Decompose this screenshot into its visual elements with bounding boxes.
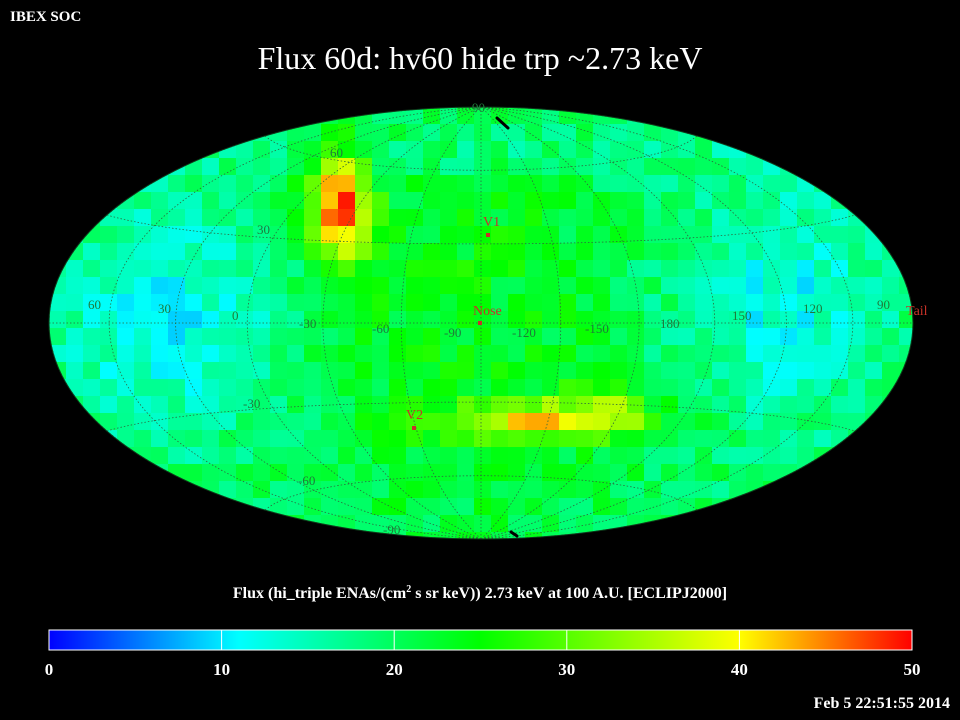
v2-label: V2 <box>406 408 423 423</box>
page-title: Flux 60d: hv60 hide trp ~2.73 keV <box>257 40 703 76</box>
meridian-line <box>480 107 854 539</box>
colorbar-caption-pre: Flux (hi_triple ENAs/(cm <box>232 585 407 602</box>
colorbar-caption-post: s sr keV)) 2.73 keV at 100 A.U. [ECLIPJ2… <box>411 585 728 602</box>
colorbar-tick-30: 30 <box>558 660 576 679</box>
lat-label-n60: 60 <box>330 145 343 160</box>
parallel-line <box>106 401 856 432</box>
north-pole-mark <box>495 116 510 130</box>
south-pole-mark <box>509 530 519 538</box>
lon-label-0: 0 <box>232 308 239 323</box>
colorbar-tick-50: 50 <box>903 660 921 679</box>
lon-label-120: 120 <box>803 301 823 316</box>
corner-label: IBEX SOC <box>10 9 82 25</box>
colorbar-tick-0: 0 <box>44 660 54 679</box>
colorbar-ticks <box>221 630 740 650</box>
lon-label-60: 60 <box>88 297 101 312</box>
colorbar-tick-40: 40 <box>730 660 748 679</box>
lat-label-s60: -60 <box>298 473 315 488</box>
lon-label-m90: -90 <box>444 325 461 340</box>
colorbar-caption-sup: 2 <box>406 584 412 595</box>
parallel-line <box>264 475 698 511</box>
colorbar <box>48 629 913 651</box>
lon-label-m120: -120 <box>512 325 536 340</box>
lat-label-s30: -30 <box>243 396 260 411</box>
lat-label-s90: -90 <box>383 522 400 537</box>
nose-marker <box>478 321 482 325</box>
timestamp: Feb 5 22:51:55 2014 <box>813 695 950 712</box>
map-outline <box>48 106 914 540</box>
lon-label-m30: -30 <box>299 316 316 331</box>
parallel-line <box>264 135 698 171</box>
lat-label-n30: 30 <box>257 222 270 237</box>
meridian-line <box>480 107 787 539</box>
lon-label-90: 90 <box>877 297 890 312</box>
lon-label-180: 180 <box>660 316 680 331</box>
parallel-line <box>106 214 856 245</box>
lat-label-n90: 90 <box>472 100 485 115</box>
lon-label-m150: -150 <box>585 321 609 336</box>
v2-marker <box>412 426 416 430</box>
v1-marker <box>486 233 490 237</box>
lon-label-m60: -60 <box>372 321 389 336</box>
v1-label: V1 <box>483 215 500 230</box>
meridian-line <box>108 107 482 539</box>
colorbar-caption: Flux (hi_triple ENAs/(cm2 s sr keV)) 2.7… <box>0 584 960 603</box>
tail-label: Tail <box>906 304 928 319</box>
lon-label-150: 150 <box>732 308 752 323</box>
nose-label: Nose <box>473 304 502 319</box>
colorbar-tick-20: 20 <box>385 660 403 679</box>
lon-label-30: 30 <box>158 301 171 316</box>
flux-heatmap <box>49 107 913 539</box>
colorbar-tick-10: 10 <box>213 660 231 679</box>
